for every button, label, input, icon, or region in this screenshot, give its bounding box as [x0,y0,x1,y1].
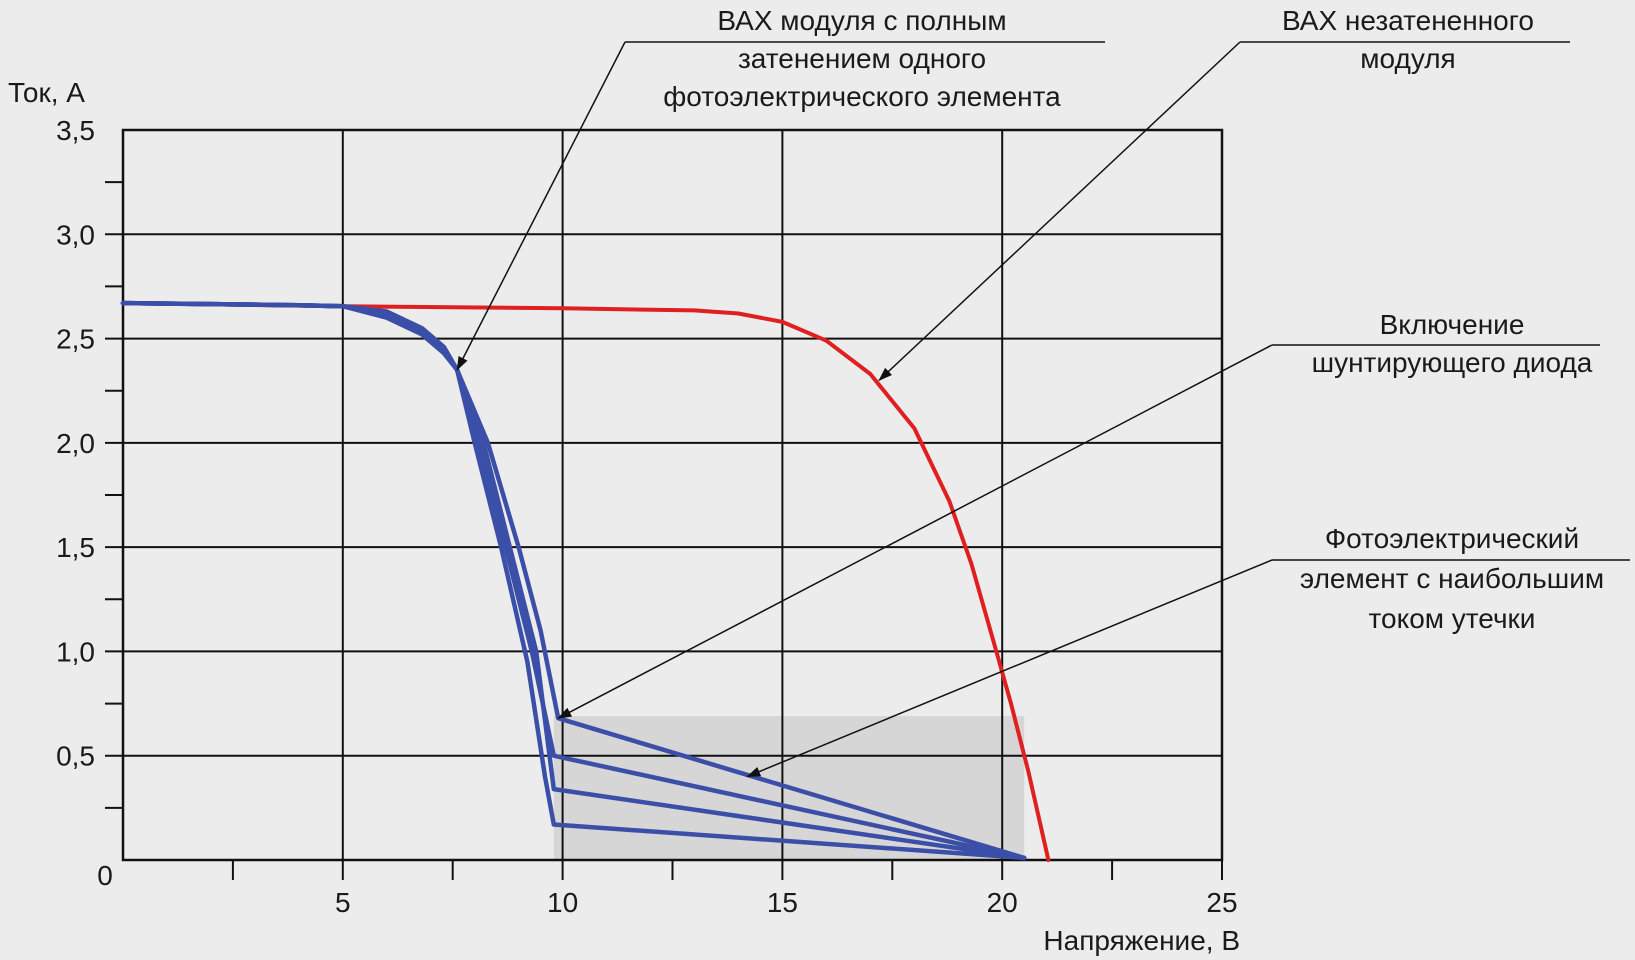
y-tick-label: 1,0 [56,636,95,667]
annotation-text: элемент с наибольшим [1300,563,1604,594]
annotation-text: затенением одного [738,43,986,74]
y-axis-ticks: 0,5 1,0 1,5 2,0 2,5 3,0 3,5 [56,115,123,809]
annotation-1: ВАХ модуля с полным затенением одного фото… [456,5,1105,371]
annotation-arrow [456,41,626,371]
annotation-4: Фотоэлектрический элемент с наибольшим ток… [746,523,1630,778]
grid [123,130,1222,860]
annotation-text: шунтирующего диода [1312,347,1593,378]
annotation-text: Включение [1380,309,1525,340]
x-tick-label: 25 [1206,887,1237,918]
y-tick-label: 3,5 [56,115,95,146]
series-line-5 [120,300,1027,861]
y-tick-label: 0,5 [56,741,95,772]
series-line-1 [121,301,1051,862]
annotation-text: ВАХ модуля с полным [717,5,1006,36]
annotation-arrow [878,41,1241,381]
annotation-2: ВАХ незатененного модуля [878,5,1570,381]
y-tick-label: 2,5 [56,324,95,355]
annotation-arrow [746,559,1273,778]
annotation-text: током утечки [1369,603,1536,634]
annotation-text: фотоэлектрического элемента [663,81,1061,112]
annotation-arrow [557,344,1273,719]
x-tick-label: 15 [767,887,798,918]
x-tick-label: 5 [335,887,351,918]
y-axis-label: Ток, А [8,77,85,108]
annotation-text: модуля [1360,43,1455,74]
x-tick-label: 20 [987,887,1018,918]
x-tick-label: 0 [97,860,113,891]
x-tick-label: 10 [547,887,578,918]
y-tick-label: 2,0 [56,428,95,459]
annotation-3: Включение шунтирующего диода [557,309,1600,719]
annotations: ВАХ модуля с полным затенением одного фото… [456,5,1630,778]
y-tick-label: 1,5 [56,532,95,563]
y-tick-label: 3,0 [56,219,95,250]
annotation-text: ВАХ незатененного [1282,5,1534,36]
x-axis-ticks: 0 5 10 15 20 25 [97,860,1238,918]
x-axis-label: Напряжение, В [1043,925,1240,956]
annotation-text: Фотоэлектрический [1325,523,1579,554]
